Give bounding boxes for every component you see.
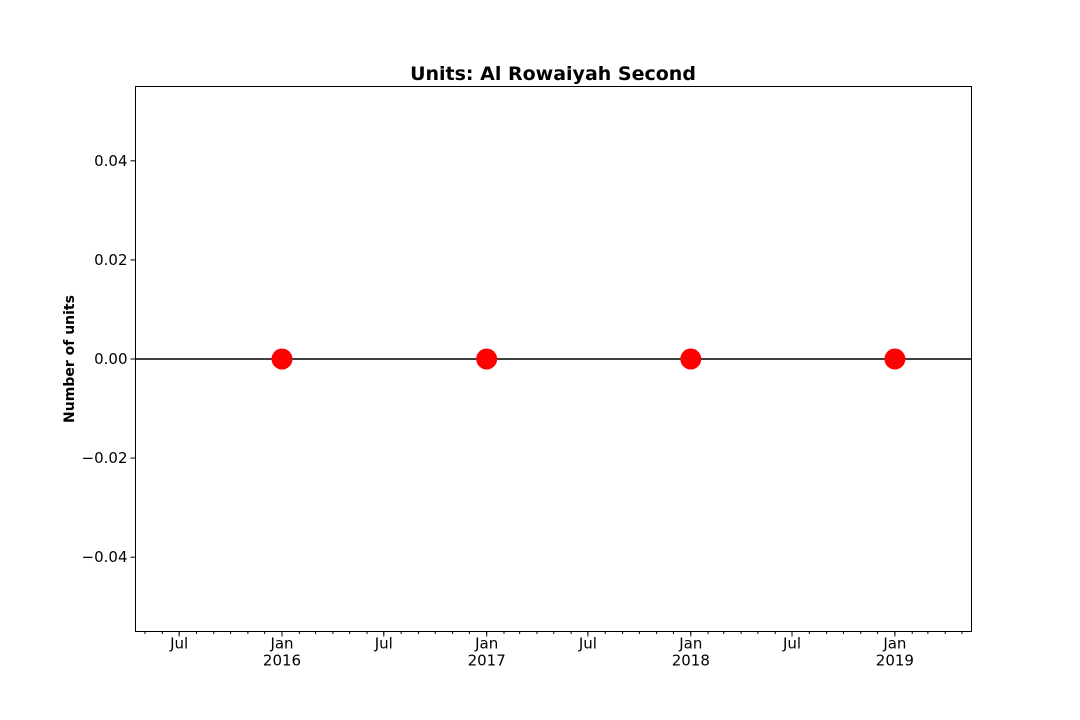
data-point [271,348,293,370]
x-tick-label: Jan [474,635,498,653]
plot-frame [135,86,972,632]
x-tick-year-label: 2018 [672,652,710,670]
data-point [680,348,702,370]
data-point [476,348,498,370]
y-tick-label: −0.04 [82,548,128,566]
y-tick-label: 0.00 [94,350,127,368]
x-tick-year-label: 2016 [263,652,301,670]
y-axis-label: Number of units [62,295,78,423]
x-tick-label: Jul [374,635,393,653]
y-tick-label: −0.02 [82,449,128,467]
chart-title: Units: Al Rowaiyah Second [410,63,696,85]
x-tick-year-label: 2017 [468,652,506,670]
x-tick-label: Jan [882,635,906,653]
x-tick-year-label: 2019 [876,652,914,670]
x-tick-label: Jan [678,635,702,653]
data-point [884,348,906,370]
x-tick-label: Jul [782,635,801,653]
x-tick-label: Jan [269,635,293,653]
y-tick-label: 0.02 [94,251,127,269]
x-tick-label: Jul [578,635,597,653]
x-tick-label: Jul [169,635,188,653]
y-tick-label: 0.04 [94,152,127,170]
